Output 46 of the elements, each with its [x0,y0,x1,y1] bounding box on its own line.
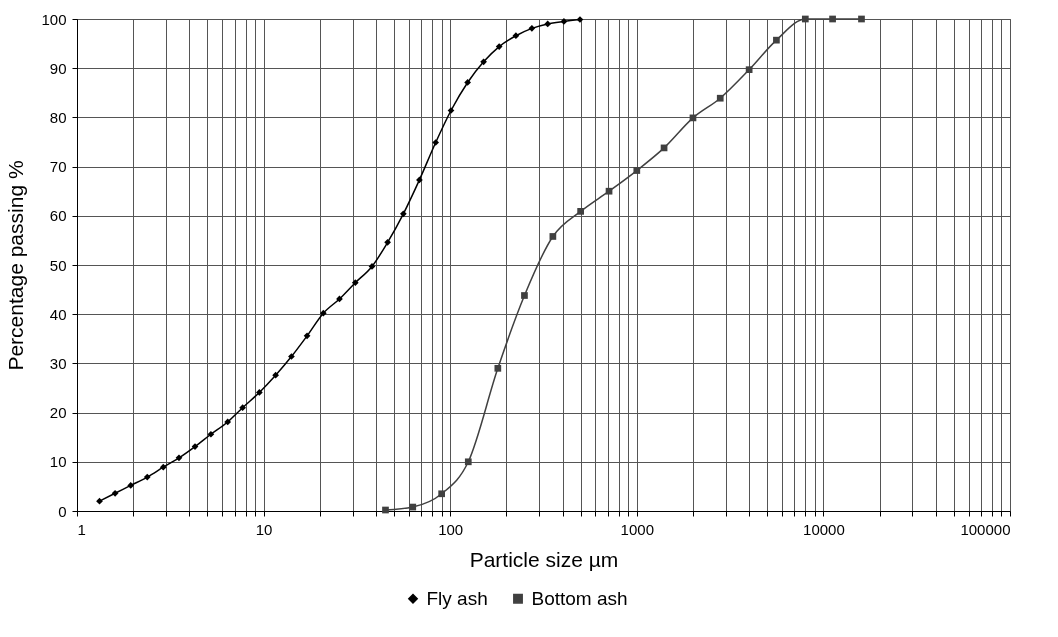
x-axis-title: Particle size µm [469,547,619,571]
point [480,58,487,66]
point [303,332,311,340]
y-tick-label: 70 [49,158,67,176]
x-tick-label: 1000 [620,520,654,538]
point [175,454,183,462]
x-tick-label: 10000 [803,520,845,538]
y-tick-label: 40 [49,305,67,323]
legend-label: Bottom ash [531,587,628,609]
point [111,489,119,497]
point [288,353,295,360]
y-axis-title: Percentage passing % [4,160,28,371]
x-tick-label: 1 [77,520,86,538]
point [512,32,520,40]
point [544,20,552,28]
y-tick-label: 80 [49,108,67,126]
x-tick-label: 10 [255,520,273,538]
point [351,279,359,287]
point [127,482,135,489]
point [224,418,232,426]
point [207,430,215,438]
x-tick-label: 100 [438,520,464,538]
legend-label: Fly ash [426,587,488,609]
y-tick-label: 60 [49,207,67,225]
point [416,176,423,184]
point [400,210,407,218]
point [239,404,246,412]
x-tick-label: 100000 [960,520,1011,538]
y-tick-label: 20 [49,404,67,422]
point [319,309,327,317]
point [256,389,263,396]
point [384,239,391,246]
y-tick-label: 50 [49,256,67,274]
point [432,139,440,146]
point [159,463,167,471]
y-tick-label: 100 [41,10,67,28]
point [495,43,503,50]
y-tick-label: 0 [58,502,67,520]
y-tick-label: 30 [49,354,67,372]
point [96,497,103,505]
point [143,473,151,481]
y-tick-label: 10 [49,453,67,471]
point [272,371,279,379]
point [464,79,471,86]
y-tick-label: 90 [49,59,67,77]
point [528,24,536,32]
